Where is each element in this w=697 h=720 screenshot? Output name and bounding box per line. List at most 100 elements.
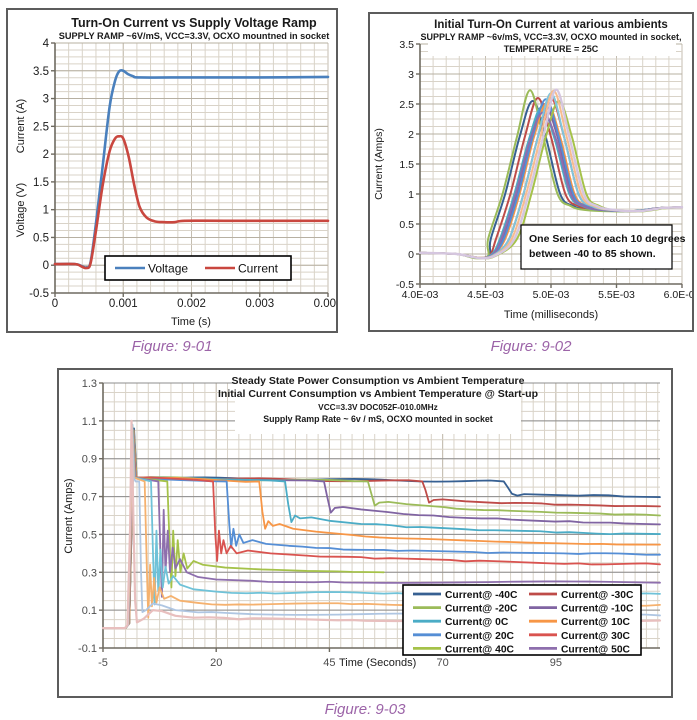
svg-text:0: 0 xyxy=(408,249,414,261)
svg-text:Supply Ramp Rate ~ 6v / mS, OC: Supply Ramp Rate ~ 6v / mS, OCXO mounted… xyxy=(263,414,493,424)
series-85C xyxy=(418,88,684,260)
svg-text:TEMPERATURE = 25C: TEMPERATURE = 25C xyxy=(504,44,599,54)
svg-text:Current@ -30C: Current@ -30C xyxy=(561,590,634,601)
svg-text:-0.5: -0.5 xyxy=(29,288,49,300)
series-Current@ 50C xyxy=(102,427,661,630)
legend: Voltage Current xyxy=(104,255,292,281)
svg-text:3: 3 xyxy=(408,69,414,81)
axes xyxy=(416,43,683,288)
svg-text:0.7: 0.7 xyxy=(82,492,97,504)
svg-text:3.5: 3.5 xyxy=(33,66,49,78)
series-Current xyxy=(53,134,330,270)
svg-text:Current@ -20C: Current@ -20C xyxy=(445,604,518,615)
gridlines xyxy=(54,42,329,294)
series-lines xyxy=(53,68,330,270)
svg-text:0.1: 0.1 xyxy=(82,605,97,617)
svg-text:Turn-On Current vs Supply Vol: Turn-On Current vs Supply Voltage Ramp xyxy=(71,16,317,30)
svg-text:0.5: 0.5 xyxy=(82,529,97,541)
svg-text:between -40 to 85 shown.: between -40 to 85 shown. xyxy=(529,248,656,260)
svg-text:-5: -5 xyxy=(98,657,108,669)
svg-text:Current@ 20C: Current@ 20C xyxy=(445,631,515,642)
svg-text:VCC=3.3V DOC052F-010.0MHz: VCC=3.3V DOC052F-010.0MHz xyxy=(318,402,438,412)
chart-title: Steady State Power Consumption vs Ambien… xyxy=(218,372,538,434)
svg-text:4.0E-03: 4.0E-03 xyxy=(402,289,439,301)
svg-text:2.5: 2.5 xyxy=(399,99,414,111)
svg-text:20: 20 xyxy=(210,657,222,669)
svg-text:Initial Turn-On Current at va: Initial Turn-On Current at various ambie… xyxy=(434,19,668,31)
initial-turn-on-current-ambients-chart: 3.5 3 2.5 2 1.5 1 0.5 0 -0.54.0E-03 4.5E-03 5.0E-0… xyxy=(370,14,692,330)
svg-text:0.003: 0.003 xyxy=(245,298,274,310)
svg-text:Current (A): Current (A) xyxy=(15,99,27,153)
svg-text:Current@ 50C: Current@ 50C xyxy=(561,644,631,655)
svg-text:4: 4 xyxy=(43,38,50,50)
tick-labels: 3.5 3 2.5 2 1.5 1 0.5 0 -0.54.0E-03 4.5E-03 5.0E-0… xyxy=(396,39,692,301)
svg-text:3: 3 xyxy=(43,94,49,106)
svg-text:0: 0 xyxy=(43,260,49,272)
figure-caption-9-03: Figure: 9-03 xyxy=(324,701,406,718)
svg-text:Initial Current Consumption v: Initial Current Consumption vs Ambient T… xyxy=(218,388,538,400)
tick-labels: 43.532.521.510.50-0.50 0.001 0.002 0.003 0.0… xyxy=(29,38,336,310)
svg-text:Time (Seconds): Time (Seconds) xyxy=(339,657,416,669)
svg-text:-0.1: -0.1 xyxy=(78,643,97,655)
svg-text:0.5: 0.5 xyxy=(33,232,49,244)
svg-text:0.001: 0.001 xyxy=(109,298,138,310)
svg-text:Current@ 30C: Current@ 30C xyxy=(561,631,631,642)
svg-text:Time (milliseconds): Time (milliseconds) xyxy=(504,309,598,321)
annotation-box: One Series for each 10 degrees between -4… xyxy=(520,224,686,270)
svg-text:1: 1 xyxy=(408,189,414,201)
svg-text:Current@ 0C: Current@ 0C xyxy=(445,617,509,628)
figure-9-01-frame: 4 3.5 3 2.5 2 1.5 1 0.5 0 -0.5 0 0.001 0.002 0.003 0.0… xyxy=(6,8,338,333)
svg-text:1.1: 1.1 xyxy=(82,416,97,428)
chart-title: Initial Turn-On Current at various ambie… xyxy=(420,19,682,56)
svg-text:0: 0 xyxy=(52,298,58,310)
axis-titles: Current (Amps) Time (milliseconds) xyxy=(373,128,598,321)
svg-text:0.002: 0.002 xyxy=(177,298,206,310)
svg-text:Voltage: Voltage xyxy=(148,262,188,276)
svg-text:0.5: 0.5 xyxy=(399,219,414,231)
svg-text:1.5: 1.5 xyxy=(33,177,49,189)
svg-text:Steady State Power Consumption: Steady State Power Consumption vs Ambien… xyxy=(232,375,525,387)
svg-text:Current@ -10C: Current@ -10C xyxy=(561,604,634,615)
svg-text:2: 2 xyxy=(408,129,414,141)
figure-9-02-frame: 3.5 3 2.5 2 1.5 1 0.5 0 -0.5 4.0E-03 4.5E-03 5.0E-0… xyxy=(368,12,694,332)
tick-labels: 1.3 1.1 0.9 0.7 0.5 0.3 0.1 -0.1-5 20 45 70 95 xyxy=(78,378,562,669)
svg-text:Current@ 10C: Current@ 10C xyxy=(561,617,631,628)
svg-text:1: 1 xyxy=(43,205,49,217)
svg-text:0.9: 0.9 xyxy=(82,454,97,466)
svg-text:3.5: 3.5 xyxy=(399,39,414,51)
svg-text:Current (Amps): Current (Amps) xyxy=(373,128,385,200)
svg-text:4.5E-03: 4.5E-03 xyxy=(467,289,504,301)
svg-text:1.5: 1.5 xyxy=(399,159,414,171)
svg-text:95: 95 xyxy=(550,657,562,669)
svg-text:SUPPLY RAMP ~6V/mS, VCC=3.3V,: SUPPLY RAMP ~6V/mS, VCC=3.3V, OCXO mount… xyxy=(59,31,330,41)
svg-text:Current: Current xyxy=(238,262,279,276)
chart-title: Turn-On Current vs Supply Voltage RampSU… xyxy=(59,16,330,41)
svg-text:SUPPLY RAMP ~6v/mS, VCC=3.3V,: SUPPLY RAMP ~6v/mS, VCC=3.3V, OCXO mount… xyxy=(420,32,681,42)
svg-text:-0.5: -0.5 xyxy=(396,279,414,291)
svg-text:Time (s): Time (s) xyxy=(171,316,211,328)
svg-text:70: 70 xyxy=(437,657,449,669)
axes xyxy=(51,42,329,297)
svg-text:Voltage (V): Voltage (V) xyxy=(15,183,27,237)
turn-on-current-vs-supply-voltage-chart: 43.532.521.510.50-0.50 0.001 0.002 0.003 0.0… xyxy=(8,10,336,331)
svg-text:5.5E-03: 5.5E-03 xyxy=(598,289,635,301)
svg-text:6.0E-03: 6.0E-03 xyxy=(664,289,692,301)
svg-text:0.3: 0.3 xyxy=(82,567,97,579)
svg-text:Current (Amps): Current (Amps) xyxy=(63,478,75,553)
legend: Current@ -40C Current@ -30C Current@ -20C C… xyxy=(402,584,642,656)
svg-text:2: 2 xyxy=(43,149,49,161)
svg-text:0.004: 0.004 xyxy=(314,298,336,310)
series-lines xyxy=(418,88,684,260)
svg-text:2.5: 2.5 xyxy=(33,121,49,133)
series-Current@ 30C xyxy=(102,429,661,630)
figure-caption-9-01: Figure: 9-01 xyxy=(131,338,213,355)
axis-titles: Current (A) Voltage (V) Time (s) xyxy=(15,99,211,328)
figure-9-03-frame: 1.3 1.1 0.9 0.7 0.5 0.3 0.1 -0.1 -5 20 45 70 95 Stead… xyxy=(57,368,673,698)
figure-caption-9-02: Figure: 9-02 xyxy=(490,338,572,355)
svg-text:Current@ 40C: Current@ 40C xyxy=(445,644,515,655)
steady-state-power-consumption-chart: 1.3 1.1 0.9 0.7 0.5 0.3 0.1 -0.1-5 20 45 70 95 Stead… xyxy=(59,370,671,696)
svg-text:45: 45 xyxy=(323,657,335,669)
svg-text:One Series for each 10 degrees: One Series for each 10 degrees xyxy=(529,233,686,245)
axis-titles: Current (Amps) Time (Seconds) xyxy=(63,478,416,669)
